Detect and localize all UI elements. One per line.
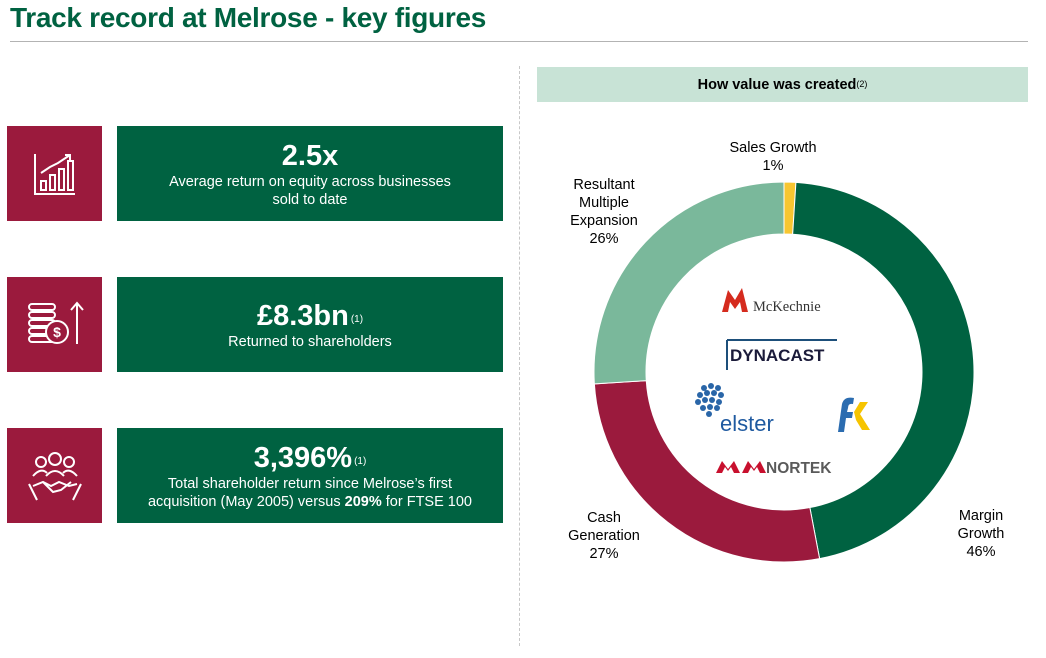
metric-desc-line: Returned to shareholders: [228, 333, 392, 350]
handshake-team-icon: [7, 428, 102, 523]
metric-description: Total shareholder return since Melrose’s…: [138, 475, 482, 511]
dynacast-logo: DYNACAST: [726, 339, 838, 376]
elster-logo: elster: [690, 380, 785, 443]
donut-label-margin-growth: Margin Growth 46%: [958, 508, 1005, 560]
svg-text:$: $: [53, 324, 61, 340]
metric-description: Returned to shareholders: [218, 333, 402, 351]
metric-tsr: 3,396% (1) Total shareholder return since…: [117, 428, 503, 523]
donut-slice-margin-growth: [792, 181, 975, 560]
elster-logo-text: elster: [720, 411, 774, 436]
vertical-divider: [519, 66, 520, 646]
mckechnie-logo-text: McKechnie: [753, 299, 821, 315]
metric-value: 2.5x: [281, 139, 339, 172]
value-donut-chart: Sales Growth 1% Margin Growth 46% Cash Generat…: [568, 140, 1005, 563]
ftse-comparison-value: 209%: [344, 493, 382, 510]
metric-value: £8.3bn (1): [256, 299, 364, 332]
footnote-marker: (1): [350, 313, 364, 325]
value-panel-header: How value was created (2): [537, 67, 1028, 102]
donut-label-sales-growth: Sales Growth 1%: [729, 140, 816, 174]
metric-desc-line: sold to date: [272, 191, 348, 208]
nortek-logo-text: NORTEK: [766, 460, 832, 477]
dynacast-logo-text: DYNACAST: [730, 346, 825, 365]
metric-desc-line: Total shareholder return since Melrose’s…: [167, 475, 453, 492]
footnote-marker: (1): [354, 455, 367, 467]
metric-returned: £8.3bn (1) Returned to shareholders: [117, 277, 503, 372]
coins-return-icon: $: [7, 277, 102, 372]
donut-slice-cash-generation: [593, 380, 821, 563]
fk-logo: [826, 394, 874, 439]
title-divider: [10, 41, 1028, 42]
footnote-marker: (2): [856, 78, 868, 89]
metric-roe: 2.5x Average return on equity across bus…: [117, 126, 503, 221]
nortek-logo: NORTEK: [714, 455, 859, 484]
mckechnie-logo: McKechnie: [720, 282, 840, 323]
metric-desc-line: Average return on equity across business…: [169, 173, 451, 190]
donut-label-cash-generation: Cash Generation 27%: [568, 510, 640, 562]
metric-value: 3,396% (1): [253, 441, 367, 474]
metric-desc-line: acquisition (May 2005) versus 209% for F…: [147, 493, 472, 510]
page-title: Track record at Melrose - key figures: [10, 2, 487, 33]
donut-slice-resultant-multiple-expansion: [593, 181, 785, 385]
donut-label-resultant-multiple-expansion: Resultant Multiple Expansion 26%: [570, 177, 638, 247]
value-panel-title: How value was created: [697, 76, 857, 93]
metric-description: Average return on equity across business…: [159, 173, 461, 209]
bar-chart-growth-icon: [7, 126, 102, 221]
